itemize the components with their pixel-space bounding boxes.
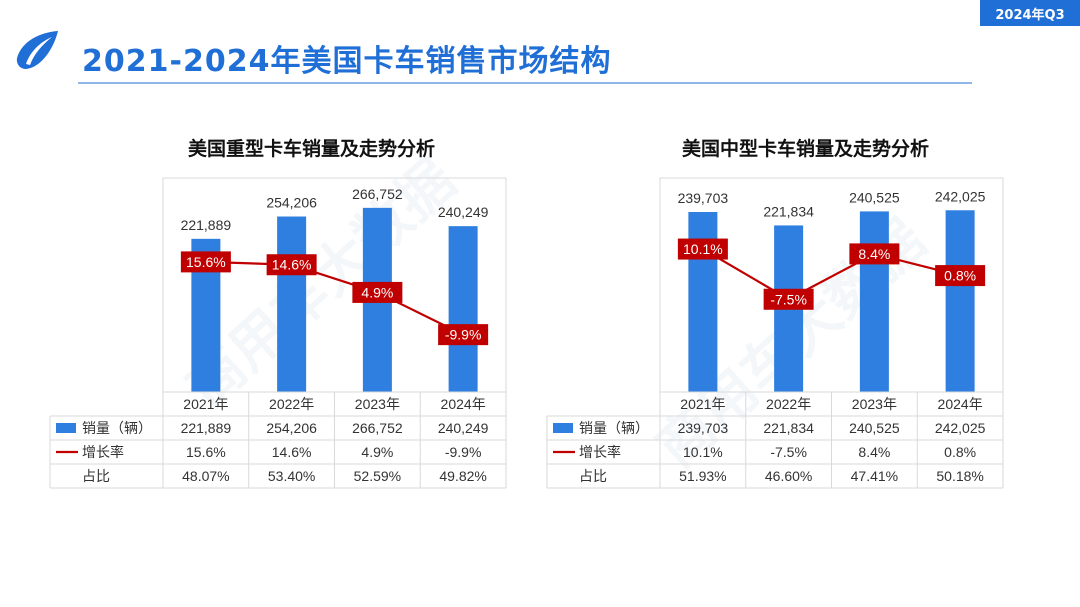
bar-value-label: 242,025 [935, 188, 986, 204]
category-label: 2023年 [852, 396, 897, 412]
legend-label-share: 占比 [82, 469, 110, 485]
table-cell: 242,025 [935, 420, 986, 436]
page-title: 2021-2024年美国卡车销售市场结构 [82, 44, 612, 79]
category-label: 2021年 [183, 396, 228, 412]
title-divider [78, 82, 972, 84]
rate-label-box [438, 324, 489, 346]
bar-value-label: 240,249 [438, 204, 489, 220]
category-label: 2022年 [269, 396, 314, 412]
legend-label-sales: 销量（辆） [82, 421, 152, 437]
table-cell: 221,889 [181, 420, 232, 436]
bar-value-label: 221,834 [763, 203, 814, 219]
table-cell: 53.40% [268, 468, 315, 484]
table-cell: 239,703 [678, 420, 729, 436]
rate-label: 8.4% [858, 246, 890, 262]
table-cell: 14.6% [272, 444, 312, 460]
growth-rate-line [702, 248, 961, 301]
table-cell: 4.9% [361, 444, 393, 460]
logo-icon [16, 31, 58, 69]
rate-label-box [763, 288, 814, 310]
rate-label: 15.6% [186, 254, 226, 270]
table-cell: 266,752 [352, 420, 403, 436]
table-cell: 0.8% [944, 444, 976, 460]
legend-label-rate: 增长率 [579, 444, 621, 461]
category-label: 2024年 [938, 396, 983, 412]
heavy-truck-chart: 221,889 254,206 266,752 240,249 15.6% 14.6% 4.… [49, 177, 507, 489]
rate-label: 14.6% [272, 257, 312, 273]
bar-value-label: 266,752 [352, 186, 403, 202]
bar-value-label: 239,703 [678, 190, 729, 206]
table-cell: 50.18% [936, 468, 983, 484]
rate-label-box [266, 254, 317, 276]
rate-label-box [935, 265, 986, 287]
category-label: 2023年 [355, 396, 400, 412]
heavy-truck-chart-panel: 221,889 254,206 266,752 240,249 15.6% 14.6% 4.… [49, 130, 510, 500]
rate-label-box [677, 238, 728, 260]
rate-label: 10.1% [683, 241, 723, 257]
rate-label: 4.9% [361, 284, 393, 300]
table-cell: 8.4% [858, 444, 890, 460]
category-label: 2021年 [680, 396, 725, 412]
table-cell: 254,206 [266, 420, 317, 436]
rate-label-box [849, 243, 900, 265]
bar [448, 226, 478, 392]
table-cell: 46.60% [765, 468, 812, 484]
bar-value-label: 254,206 [266, 195, 317, 211]
table-cell: 52.59% [354, 468, 401, 484]
chart-title: 美国重型卡车销量及走势分析 [188, 138, 436, 160]
table-cell: 48.07% [182, 468, 229, 484]
legend-label-sales: 销量（辆） [579, 421, 649, 437]
rate-label: -7.5% [770, 291, 807, 307]
category-label: 2024年 [441, 396, 486, 412]
bar-value-label: 240,525 [849, 189, 900, 205]
table-cell: 51.93% [679, 468, 726, 484]
chart-title: 美国中型卡车销量及走势分析 [682, 138, 930, 160]
legend-swatch-sales [553, 423, 573, 433]
growth-rate-line [205, 260, 464, 336]
table-cell: 10.1% [683, 444, 723, 460]
table-cell: 47.41% [851, 468, 898, 484]
period-badge: 2024年Q3 [980, 0, 1080, 26]
medium-truck-chart-panel: 239,703 221,834 240,525 242,025 10.1% -7.5% 8.… [546, 130, 1007, 500]
rate-label-box [352, 281, 403, 303]
rate-label-box [180, 251, 231, 273]
table-cell: 240,249 [438, 420, 489, 436]
table-cell: 240,525 [849, 420, 900, 436]
rate-label: 0.8% [944, 268, 976, 284]
legend-swatch-sales [56, 423, 76, 433]
legend-label-rate: 增长率 [82, 444, 124, 461]
bar [859, 211, 889, 392]
medium-truck-chart: 239,703 221,834 240,525 242,025 10.1% -7.5% 8.… [546, 177, 1004, 489]
category-label: 2022年 [766, 396, 811, 412]
rate-label: -9.9% [445, 327, 482, 343]
table-cell: -9.9% [445, 444, 482, 460]
bar-value-label: 221,889 [181, 217, 232, 233]
bar [945, 210, 975, 392]
table-cell: -7.5% [770, 444, 807, 460]
table-cell: 49.82% [439, 468, 486, 484]
table-cell: 221,834 [763, 420, 814, 436]
bar [277, 216, 307, 392]
table-cell: 15.6% [186, 444, 226, 460]
legend-label-share: 占比 [579, 469, 607, 485]
